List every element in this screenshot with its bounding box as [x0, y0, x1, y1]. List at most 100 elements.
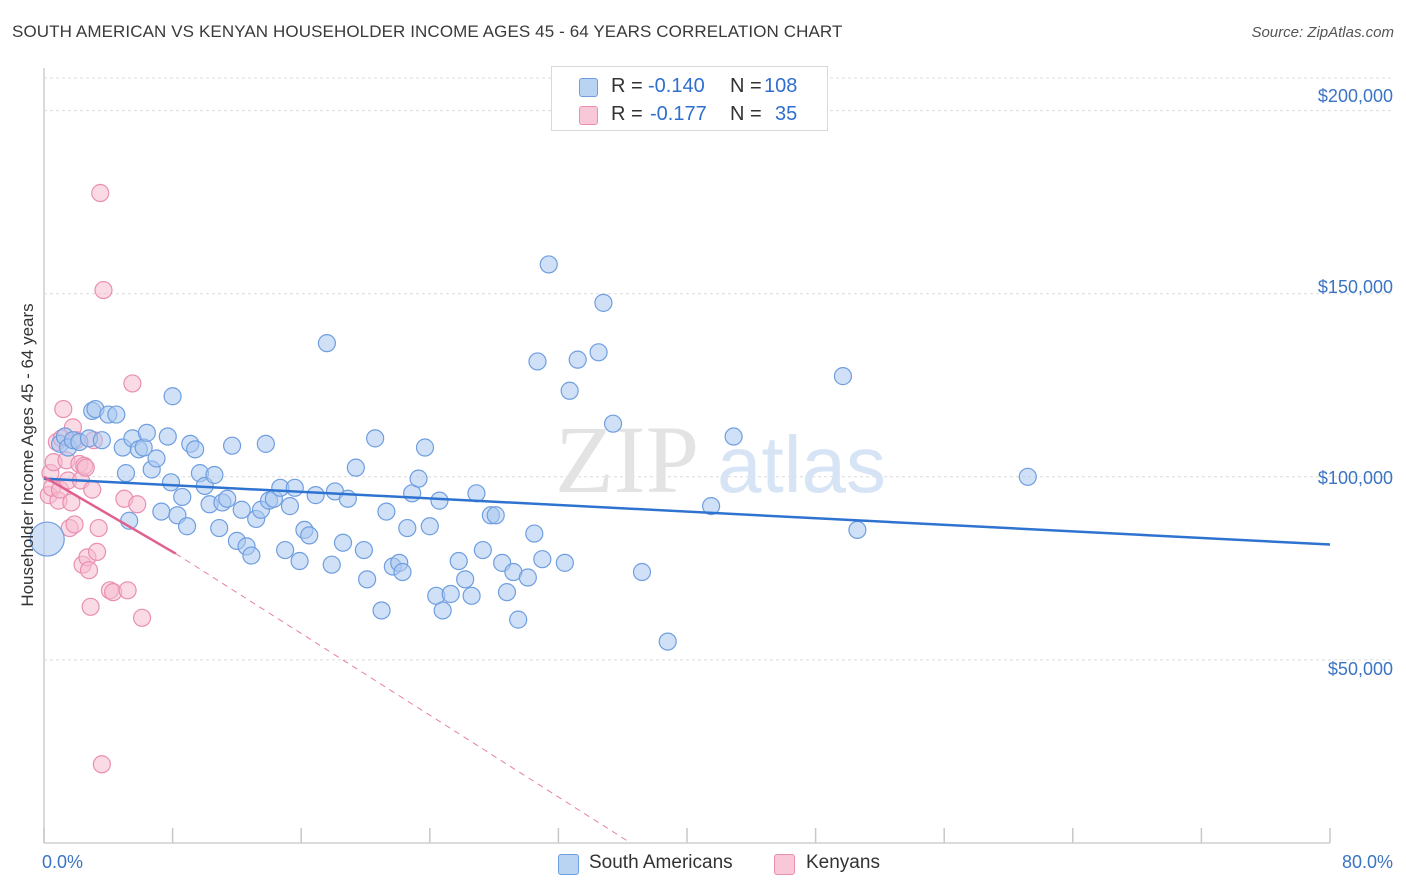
south-american-point: [539, 255, 558, 274]
kenyan-point: [79, 561, 99, 580]
legend-swatch-pink: [579, 106, 598, 125]
south-american-point: [137, 423, 156, 442]
south-american-point: [366, 429, 385, 448]
south-american-point: [462, 586, 481, 605]
south-american-point: [594, 293, 613, 312]
south-american-point: [152, 502, 171, 521]
south-american-point: [306, 486, 325, 505]
south-american-point: [210, 518, 229, 538]
south-american-point: [333, 533, 353, 552]
legend-n-value: 35: [775, 103, 798, 125]
bottom-legend-south-americans: South Americans: [589, 852, 733, 873]
chart-title: SOUTH AMERICAN VS KENYAN HOUSEHOLDER INC…: [12, 22, 843, 41]
watermark: ZIP atlas: [555, 406, 886, 513]
south-american-point: [509, 610, 528, 629]
south-american-point: [177, 517, 197, 536]
south-american-point: [256, 434, 275, 453]
south-american-point: [848, 520, 867, 540]
south-american-point: [430, 491, 449, 510]
x-tick-label: 80.0%: [1341, 852, 1393, 872]
legend-n-value: 108: [764, 75, 798, 97]
legend-swatch-blue: [579, 78, 598, 97]
kenyan-point: [123, 374, 142, 393]
south-american-point: [415, 438, 435, 457]
kenyan-point: [76, 458, 95, 477]
south-american-point: [242, 546, 261, 565]
kenyan-point: [87, 542, 107, 561]
y-tick-label: $200,000: [1317, 86, 1393, 106]
source-credit: Source: ZipAtlas.com: [1251, 24, 1394, 41]
legend-r-value: -0.177: [650, 103, 707, 125]
south-american-point: [290, 551, 309, 571]
south-american-point: [456, 570, 475, 589]
kenyan-point: [89, 518, 108, 538]
south-american-point: [354, 540, 373, 560]
bottom-legend-swatch-pink: [774, 854, 795, 875]
legend-n-label: N =: [730, 75, 762, 97]
kenyan-point: [65, 515, 84, 534]
south-american-point: [525, 524, 544, 543]
bottom-legend-swatch-blue: [558, 854, 579, 875]
kenyans-trend-line: [43, 475, 177, 555]
south-american-point: [441, 584, 460, 604]
kenyan-point: [81, 597, 100, 616]
south-american-point: [276, 540, 295, 560]
south-american-point: [317, 334, 337, 353]
watermark-zip: ZIP: [555, 406, 699, 513]
south-american-point: [420, 517, 439, 536]
south-american-point: [205, 465, 224, 485]
south-american-point: [92, 431, 111, 450]
south-american-point: [603, 414, 623, 433]
south-american-point: [833, 367, 853, 386]
kenyan-point: [83, 480, 102, 499]
south-americans-trend-line: [43, 477, 1331, 546]
watermark-atlas: atlas: [717, 420, 886, 509]
bottom-legend-kenyans: Kenyans: [806, 852, 880, 873]
south-american-point: [147, 449, 166, 468]
gridlines: [44, 77, 1394, 661]
south-american-point: [497, 583, 517, 602]
south-american-point: [433, 601, 452, 620]
south-american-point: [346, 458, 365, 477]
correlation-legend: R = -0.140 N = 108 R = -0.177 N = 35: [551, 66, 828, 131]
axes: [43, 68, 1331, 844]
y-tick-label: $50,000: [1327, 659, 1393, 679]
south-american-point: [358, 570, 377, 589]
south-american-point: [300, 526, 319, 545]
kenyan-point: [92, 755, 111, 774]
south-american-point: [29, 521, 65, 557]
legend-n-label: N =: [730, 103, 762, 125]
south-american-point: [528, 352, 547, 371]
south-american-point: [589, 343, 608, 362]
kenyan-point: [132, 608, 152, 627]
south-american-point: [186, 440, 205, 459]
south-american-point: [158, 427, 177, 446]
legend-r-label: R =: [611, 75, 643, 97]
south-american-point: [163, 387, 182, 406]
south-american-point: [658, 632, 677, 651]
south-american-point: [533, 550, 552, 569]
south-american-point: [393, 562, 412, 582]
south-american-point: [409, 469, 428, 488]
legend-r-value: -0.140: [648, 75, 705, 97]
south-american-point: [116, 464, 136, 483]
south-american-point: [218, 489, 237, 508]
south-american-point: [467, 484, 486, 503]
south-american-point: [398, 518, 417, 538]
south-american-point: [107, 405, 126, 424]
south-american-point: [449, 551, 468, 571]
y-tick-label: $150,000: [1317, 277, 1393, 297]
south-american-point: [568, 350, 587, 369]
south-american-point: [322, 555, 341, 574]
y-axis-label: Householder Income Ages 45 - 64 years: [18, 303, 37, 607]
legend-row-kenyans: R = -0.177 N = 35: [552, 101, 827, 129]
south-american-point: [486, 506, 505, 525]
legend-row-south-americans: R = -0.140 N = 108: [552, 73, 827, 101]
south-americans-points: [29, 255, 1037, 651]
y-tick-label: $100,000: [1317, 468, 1393, 488]
south-american-point: [173, 487, 192, 507]
kenyans-trend-extension: [175, 553, 632, 844]
kenyan-point: [91, 183, 110, 203]
south-american-point: [280, 497, 300, 516]
